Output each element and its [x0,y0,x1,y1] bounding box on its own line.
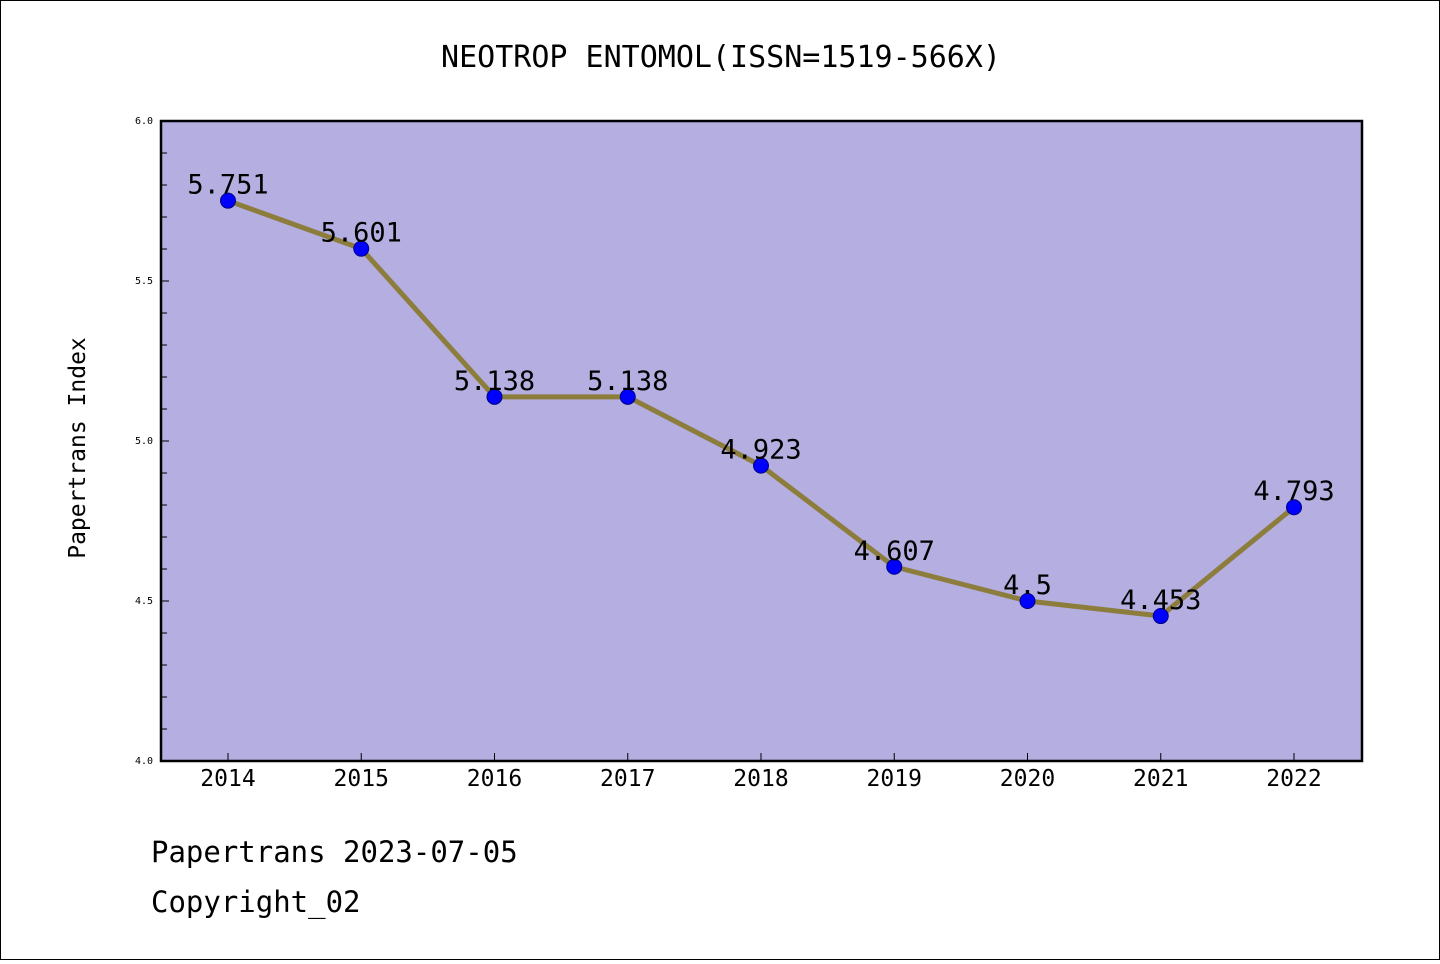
plot-area [159,119,1364,763]
data-point [886,558,903,575]
x-tick-label: 2014 [200,766,255,792]
data-point [753,457,769,474]
data-label: 4.923 [720,435,801,466]
y-axis: 4.0 4.5 5.0 5.5 6.0 [135,116,169,767]
x-tick-label: 2021 [1133,766,1188,792]
y-tick-label: 5.5 [135,276,153,287]
data-label: 5.138 [454,366,535,397]
data-point [1019,593,1036,609]
y-tick-label: 4.5 [135,596,153,607]
x-tick-label: 2022 [1266,766,1321,792]
y-tick-label: 5.0 [135,436,153,447]
y-tick-label: 6.0 [135,116,153,127]
data-label: 4.5 [1003,570,1052,601]
series-layer: 5.751 5.601 5.138 5.138 4.923 4.607 4.5 4.453 4.… [187,170,1335,625]
chart-title: NEOTROP ENTOMOL(ISSN=1519-566X) [441,40,1001,75]
footer-copyright-text: Copyright_02 [151,885,361,919]
data-label: 4.453 [1120,585,1201,616]
data-point [486,388,503,405]
data-point [353,240,370,257]
y-tick-label: 4.0 [135,756,153,767]
y-axis-label: Papertrans Index [65,337,91,559]
data-point [220,192,236,209]
x-tick-label: 2020 [1000,766,1055,792]
x-tick-label: 2019 [867,766,922,792]
x-tick-label: 2015 [334,766,389,792]
data-point [619,388,636,405]
data-label: 5.138 [587,366,668,397]
x-tick-label: 2016 [467,766,522,792]
data-label: 4.607 [854,536,935,567]
footer-date-text: Papertrans 2023-07-05 [151,835,518,869]
data-label: 5.751 [187,170,268,201]
x-axis: 2014 2015 2016 2017 2018 2019 2020 2021 2022 [200,753,1322,792]
data-point [1152,608,1169,625]
data-label: 5.601 [321,218,402,249]
x-tick-label: 2018 [733,766,788,792]
x-tick-label: 2017 [600,766,655,792]
data-label: 4.793 [1253,476,1334,507]
data-point [1286,499,1302,516]
